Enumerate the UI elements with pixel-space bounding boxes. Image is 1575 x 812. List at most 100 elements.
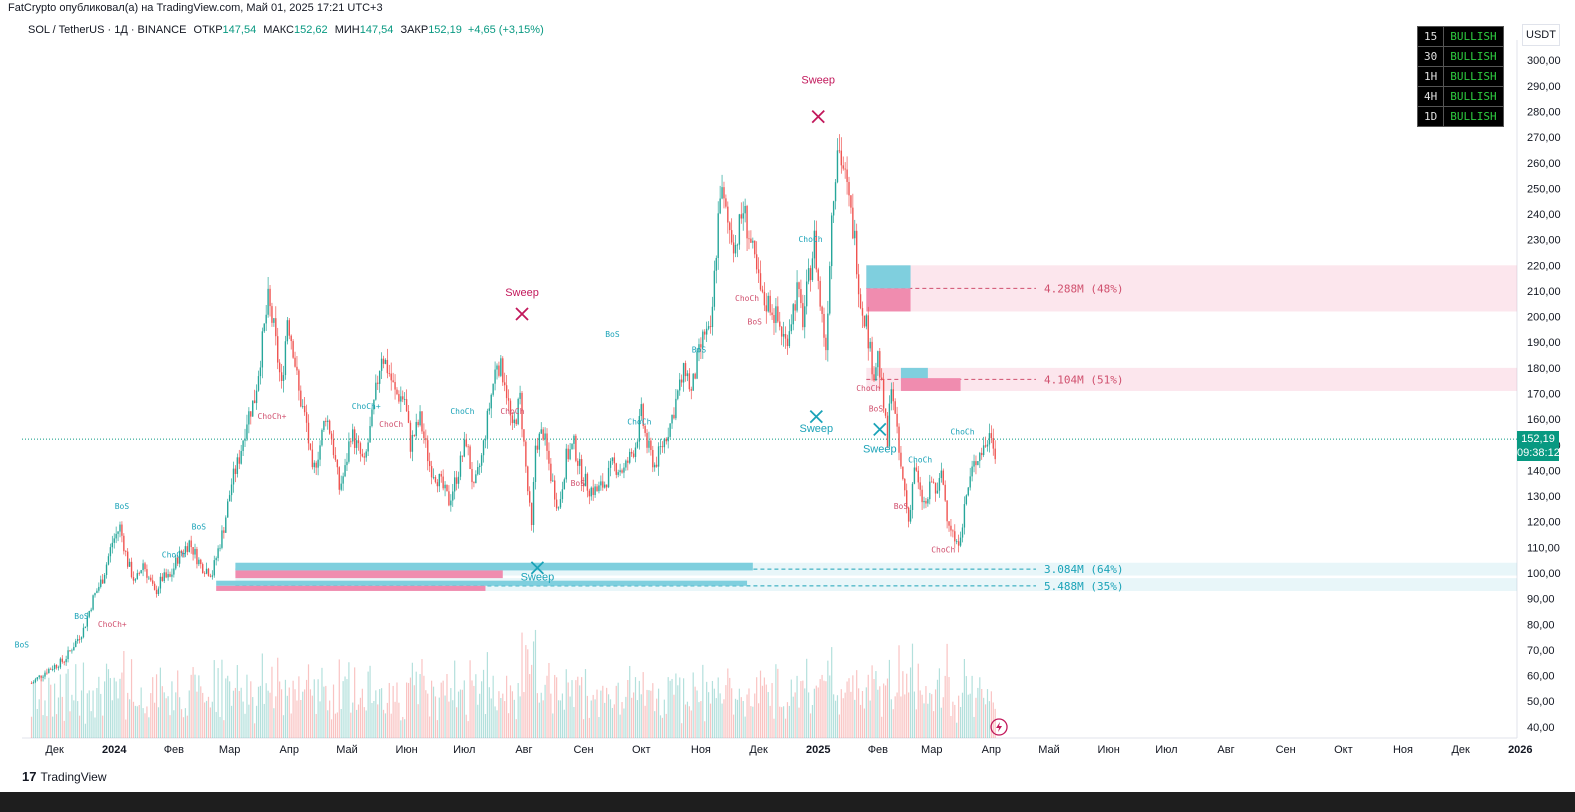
- candle-body: [457, 476, 460, 484]
- candle-body: [902, 466, 904, 479]
- candle-body: [46, 672, 48, 674]
- time-tick-label: Фев: [164, 744, 184, 756]
- price-tick-label: 180,00: [1527, 363, 1561, 375]
- candle-body: [311, 449, 314, 468]
- candle-body: [150, 577, 152, 581]
- candle-body: [925, 500, 927, 504]
- candle-body: [940, 470, 943, 479]
- candle-body: [455, 477, 458, 484]
- candle-body: [694, 373, 696, 379]
- candle-body: [144, 563, 146, 570]
- candle-body: [309, 443, 312, 450]
- candle-body: [430, 466, 433, 478]
- candle-body: [617, 472, 619, 475]
- candle-body: [290, 335, 292, 342]
- candle-body: [557, 507, 560, 509]
- candle-body: [128, 561, 131, 567]
- candle-body: [848, 181, 850, 196]
- candle-body: [421, 411, 423, 432]
- candle-body: [161, 576, 164, 581]
- candle-body: [625, 460, 627, 468]
- currency-button[interactable]: USDT: [1522, 24, 1560, 46]
- candle-body: [394, 382, 396, 390]
- candle-body: [386, 359, 389, 374]
- close-label: ЗАКР: [400, 24, 429, 36]
- sweep-x-icon: [811, 109, 825, 124]
- candle-body: [184, 546, 187, 554]
- candle-body: [134, 579, 137, 581]
- candle-body: [636, 441, 639, 448]
- candle-body: [238, 457, 240, 464]
- candle-body: [977, 461, 979, 466]
- candle-body: [405, 399, 408, 412]
- candle-body: [84, 626, 87, 628]
- time-tick-label: Май: [1038, 744, 1060, 756]
- price-chart[interactable]: 40,00 50,00 60,00 70,00 80,00 90,00 100,00 110,…: [0, 0, 1575, 792]
- structure-label: ChoCh+: [258, 412, 287, 421]
- candle-body: [802, 303, 804, 328]
- liquidity-label: 3.084M (64%): [1044, 563, 1123, 576]
- candle-body: [767, 295, 769, 312]
- candle-body: [965, 495, 968, 505]
- candle-body: [382, 358, 385, 364]
- candle-body: [615, 463, 617, 475]
- candle-body: [634, 447, 637, 457]
- candle-body: [705, 328, 708, 335]
- candle-body: [746, 206, 748, 239]
- candle-body: [748, 238, 750, 240]
- candle-body: [288, 320, 290, 336]
- candle-body: [648, 440, 650, 448]
- candle-body: [619, 470, 621, 473]
- candle-body: [607, 467, 610, 488]
- tradingview-footer[interactable]: 17 TradingView: [22, 769, 107, 784]
- candle-body: [921, 489, 923, 503]
- candle-body: [211, 575, 214, 577]
- high-value: 152,62: [294, 24, 328, 36]
- candle-body: [478, 465, 481, 468]
- candle-body: [55, 665, 58, 668]
- candle-body: [804, 306, 806, 328]
- candle-body: [852, 207, 854, 239]
- price-tick-label: 120,00: [1527, 517, 1561, 529]
- candle-body: [392, 380, 394, 383]
- candle-body: [355, 440, 358, 448]
- price-tick-label: 220,00: [1527, 260, 1561, 272]
- candle-body: [896, 413, 898, 427]
- candle-body: [159, 576, 162, 589]
- candle-body: [956, 541, 958, 543]
- candle-body: [242, 440, 244, 451]
- low-label: МИН: [334, 24, 360, 36]
- candle-body: [115, 533, 117, 539]
- candle-body: [413, 435, 415, 436]
- candle-body: [196, 548, 198, 565]
- trend-status: BULLISH: [1443, 106, 1504, 127]
- candle-body: [377, 382, 379, 384]
- time-tick-label: Фев: [868, 744, 888, 756]
- candle-body: [36, 677, 38, 680]
- time-tick-label: Июн: [1098, 744, 1120, 756]
- time-tick-label: Сен: [1276, 744, 1296, 756]
- candle-body: [171, 574, 173, 577]
- candle-body: [780, 326, 783, 337]
- candles-group: [30, 134, 996, 738]
- candle-body: [863, 315, 866, 327]
- change-value: +4,65 (+3,15%): [467, 24, 544, 36]
- candle-body: [513, 419, 516, 424]
- candle-body: [271, 306, 273, 323]
- candle-body: [173, 568, 175, 575]
- candle-body: [280, 372, 283, 381]
- candle-body: [561, 489, 564, 500]
- candle-body: [153, 583, 156, 590]
- candle-body: [663, 438, 666, 448]
- candle-body: [63, 661, 65, 663]
- candle-body: [344, 465, 346, 477]
- candle-body: [34, 679, 37, 683]
- candle-body: [515, 419, 517, 425]
- symbol-name[interactable]: SOL / TetherUS · 1Д · BINANCE: [28, 24, 187, 36]
- candle-body: [107, 556, 110, 565]
- price-tick-label: 230,00: [1527, 235, 1561, 247]
- symbol-legend: SOL / TetherUS · 1Д · BINANCE ОТКР147,54…: [28, 24, 544, 36]
- time-tick-label: Апр: [982, 744, 1001, 756]
- candle-body: [657, 446, 660, 467]
- candle-body: [307, 422, 310, 444]
